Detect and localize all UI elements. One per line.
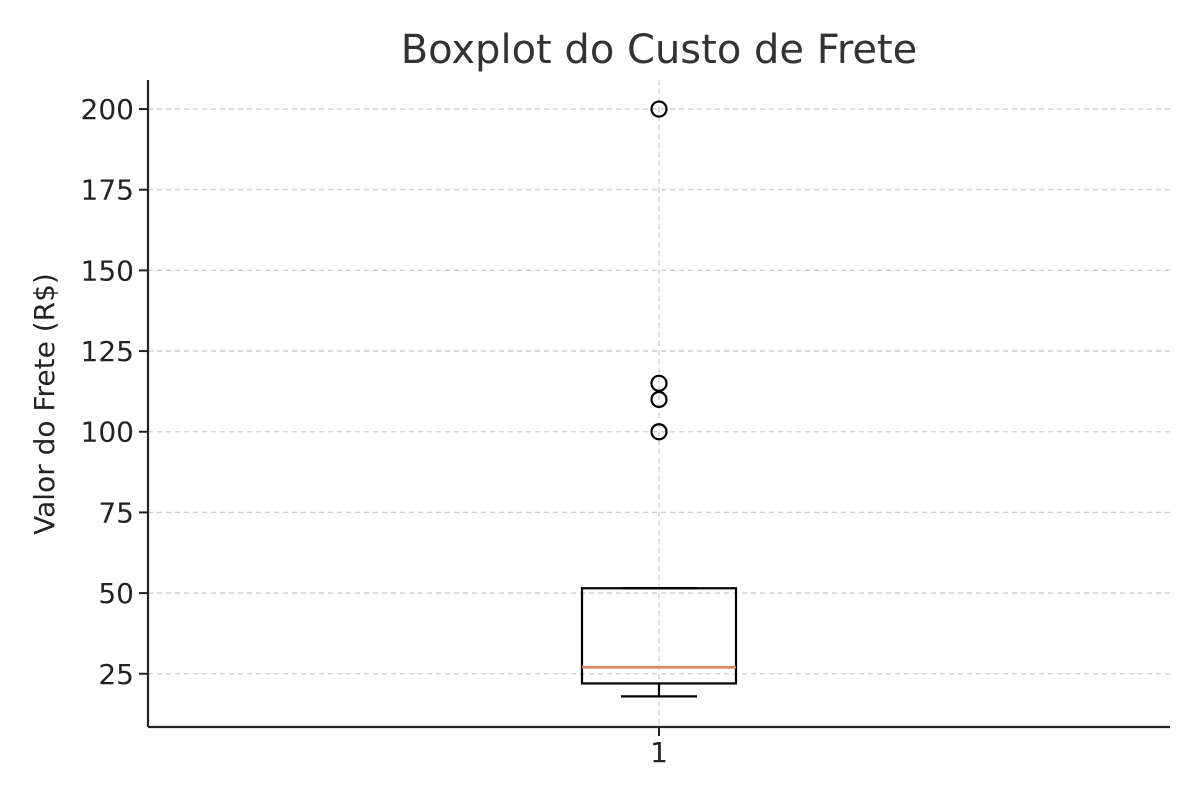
x-tick-label: 1 (650, 736, 668, 769)
outlier-point (650, 390, 668, 409)
y-tick-label: 25 (98, 658, 134, 691)
chart-title: Boxplot do Custo de Frete (401, 27, 918, 73)
y-tick-label: 50 (98, 577, 134, 610)
tick-labels: 25 50 75 100 125 150 175 200 1 (81, 93, 668, 769)
grid-lines (148, 80, 1170, 727)
y-tick-label: 75 (98, 496, 134, 529)
outlier-point (650, 374, 668, 392)
y-tick-label: 100 (81, 416, 134, 449)
box-plot (580, 100, 738, 698)
outlier-point (650, 423, 668, 441)
y-tick-label: 125 (81, 335, 134, 368)
y-tick-label: 200 (81, 93, 134, 126)
y-tick-label: 175 (81, 174, 134, 207)
iqr-box (580, 587, 738, 685)
y-tick-label: 150 (81, 254, 134, 287)
outlier-point (650, 100, 668, 118)
y-axis-label: Valor do Frete (R$) (28, 273, 61, 535)
